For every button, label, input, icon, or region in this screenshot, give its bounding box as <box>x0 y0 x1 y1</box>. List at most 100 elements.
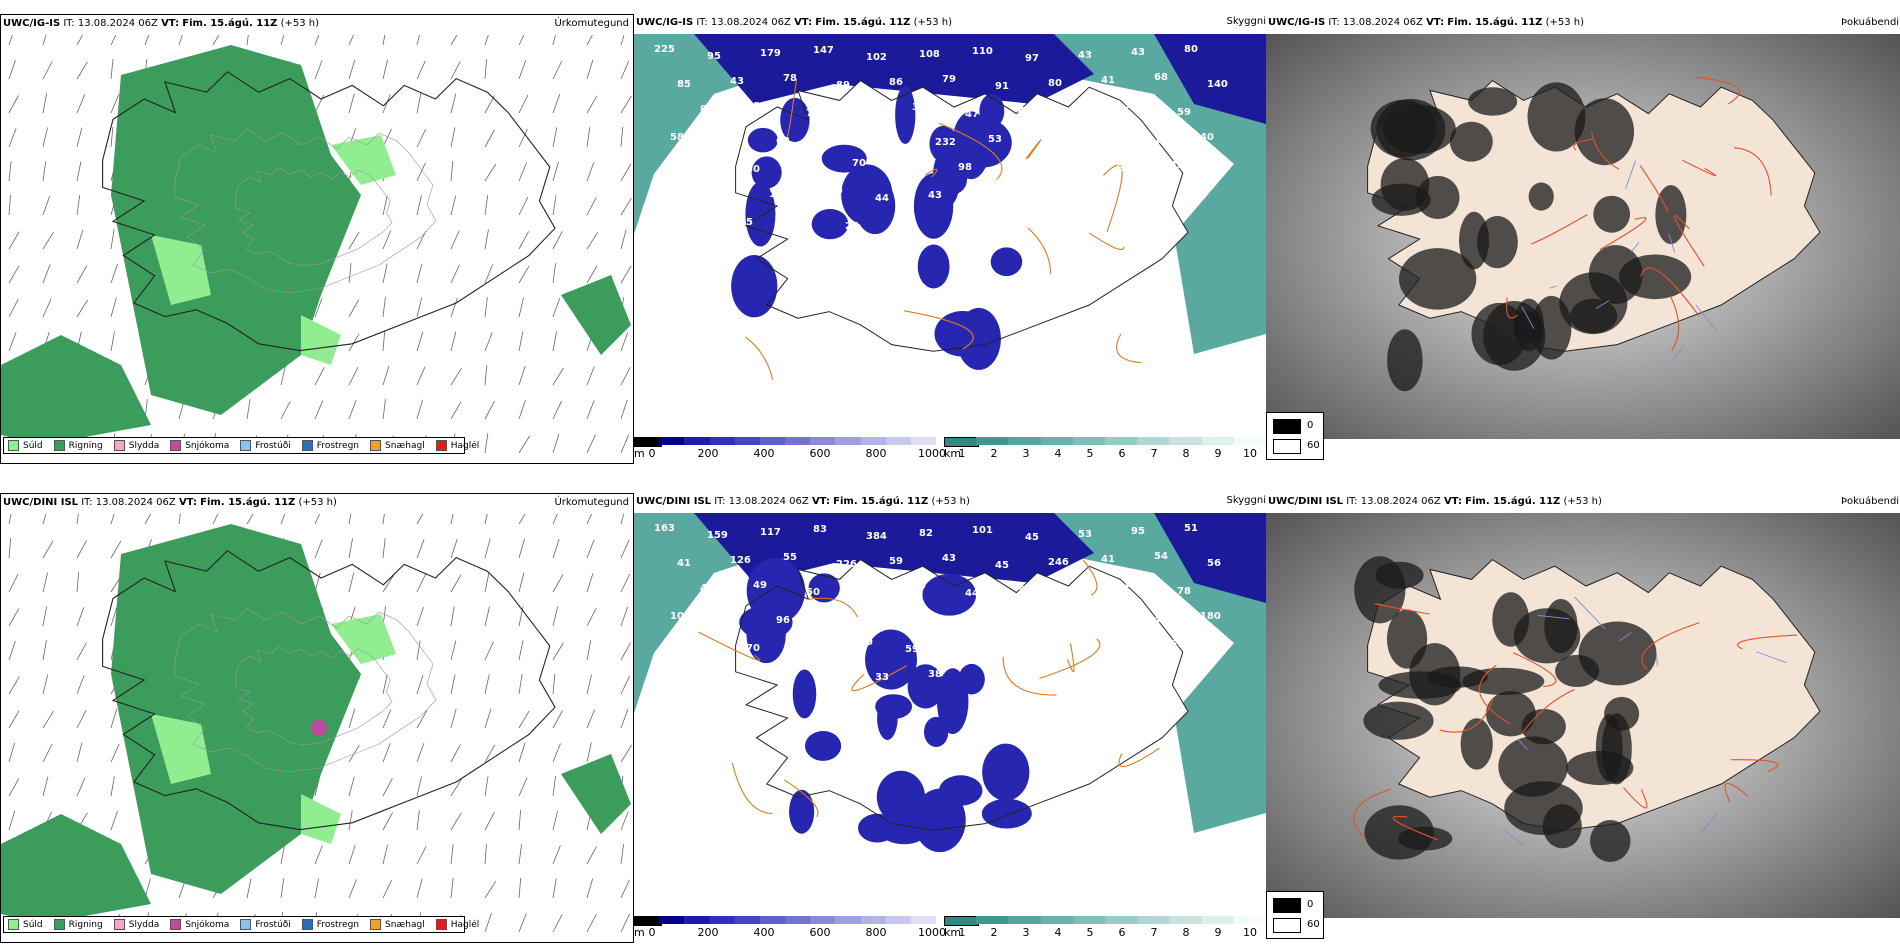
legend-swatch <box>301 919 313 930</box>
colorbar-segment <box>659 916 685 924</box>
drizzle-area <box>151 135 396 365</box>
wind-barb <box>552 127 558 148</box>
wind-barb <box>382 574 395 593</box>
wind-barb <box>450 878 454 899</box>
wind-barb <box>620 606 628 627</box>
colorbar-tick: 1000 <box>918 447 946 460</box>
wind-barb <box>42 640 47 661</box>
cloudbase-label: 182 <box>1034 184 1055 195</box>
wind-barb <box>620 434 630 454</box>
legend-swatch <box>370 440 382 451</box>
cloudbase-label: 101 <box>905 165 926 176</box>
legend-item: Súld <box>8 919 43 930</box>
fog-blob <box>1380 158 1430 211</box>
wind-barb <box>586 914 597 933</box>
road <box>1039 638 1101 679</box>
cloudbase-label: 105 <box>670 611 691 622</box>
wind-barb <box>620 539 630 559</box>
wind-barb <box>382 709 392 729</box>
colorbar-segment <box>634 437 662 447</box>
wind-barb <box>518 331 524 352</box>
cloudbase-label: 32 <box>792 214 806 225</box>
wind-barb <box>586 878 594 899</box>
cloudbase-field <box>739 557 1032 853</box>
wind-barb <box>382 331 386 352</box>
wind-barb <box>8 35 13 46</box>
colorbar-tick: 200 <box>697 447 719 460</box>
wind-barb <box>450 61 461 80</box>
cloudbase-label: 79 <box>693 157 707 168</box>
cloudbase-label: 41 <box>677 558 691 569</box>
wind-barb <box>586 640 592 661</box>
wind-barb <box>620 573 631 593</box>
road <box>808 597 859 618</box>
road <box>938 122 1003 181</box>
wind-barb <box>42 710 54 729</box>
wind-barb <box>484 538 491 559</box>
wind-barb <box>416 162 426 182</box>
cloudbase-label: 41 <box>1101 75 1115 86</box>
river <box>1619 632 1632 642</box>
cloudbase-blob <box>979 93 1005 128</box>
fog-legend-swatch-min <box>1273 439 1301 454</box>
cloudbase-label: 96 <box>776 615 790 626</box>
road <box>1027 227 1052 274</box>
cloudbase-blob <box>731 254 778 318</box>
wind-barb <box>416 743 425 763</box>
valid-time: Fim. 15.ágú. 11Z <box>182 18 278 29</box>
wind-barb <box>620 60 630 80</box>
cloudbase-label: 95 <box>707 51 721 62</box>
wind-barb <box>450 812 462 831</box>
cloudbase-label: 225 <box>654 44 675 55</box>
colorbar-segment <box>810 437 836 445</box>
wind-barb <box>450 674 456 695</box>
cloudbase-label: 45 <box>995 560 1009 571</box>
panel-header: UWC/DINI ISL IT: 13.08.2024 06Z VT: Fim.… <box>636 496 970 507</box>
road <box>1623 787 1648 809</box>
cloudbase-blob <box>929 125 958 163</box>
wind-barb <box>518 674 523 695</box>
legend-label: Haglél <box>450 440 480 451</box>
wind-barb <box>416 35 420 46</box>
colorbar-tick: 6 <box>1118 926 1126 939</box>
rain-blob <box>561 275 631 355</box>
legend-swatch <box>435 440 447 451</box>
cloudbase-label: 45 <box>716 671 730 682</box>
cloudbase-colorbar: m 0 200 400 600 800 1000 <box>634 916 946 942</box>
colorbar-tick: 7 <box>1150 447 1158 460</box>
wind-barb <box>416 331 424 352</box>
contours <box>174 607 437 773</box>
cloudbase-blob <box>747 127 778 153</box>
colorbar-tick: 800 <box>865 447 887 460</box>
wind-barb <box>518 572 525 593</box>
cloudbase-visibility-map: 163 159 117 83 384 82 101 45 53 95 51 41 126 55 226 59 4… <box>634 513 1266 918</box>
cloudbase-blob <box>805 731 842 761</box>
wind-barb <box>484 433 489 454</box>
road <box>1737 634 1798 650</box>
wind-barb <box>42 540 54 559</box>
precip-panel-row1: UWC/IG-IS IT: 13.08.2024 06Z VT: Fim. 15… <box>0 14 634 464</box>
fog-legend-label-max: 0 <box>1307 899 1314 910</box>
cloudbase-label: 72 <box>716 192 730 203</box>
colorbar-tick: 6 <box>1118 447 1126 460</box>
wind-barb <box>450 708 457 729</box>
wind-barb <box>110 606 118 627</box>
wind-barb <box>484 59 487 80</box>
fog-field <box>1354 556 1657 862</box>
fog-legend-swatch-min <box>1273 918 1301 933</box>
cloudbase-label: 42 <box>1071 582 1085 593</box>
cloudbase-label: 116 <box>1147 135 1168 146</box>
cloudbase-label: 119 <box>822 186 843 197</box>
wind-barb <box>76 195 81 216</box>
wind-barb <box>76 94 86 114</box>
wind-barb <box>8 640 16 661</box>
legend-label: Slydda <box>128 919 160 930</box>
road <box>1590 131 1620 170</box>
fog-blob <box>1398 248 1477 310</box>
wind-barb <box>518 844 522 865</box>
wind-barb <box>518 514 526 525</box>
cloudbase-label: 52 <box>1071 103 1085 114</box>
river <box>1668 232 1676 253</box>
wind-barb <box>76 35 84 46</box>
fog-blob <box>1387 329 1423 392</box>
